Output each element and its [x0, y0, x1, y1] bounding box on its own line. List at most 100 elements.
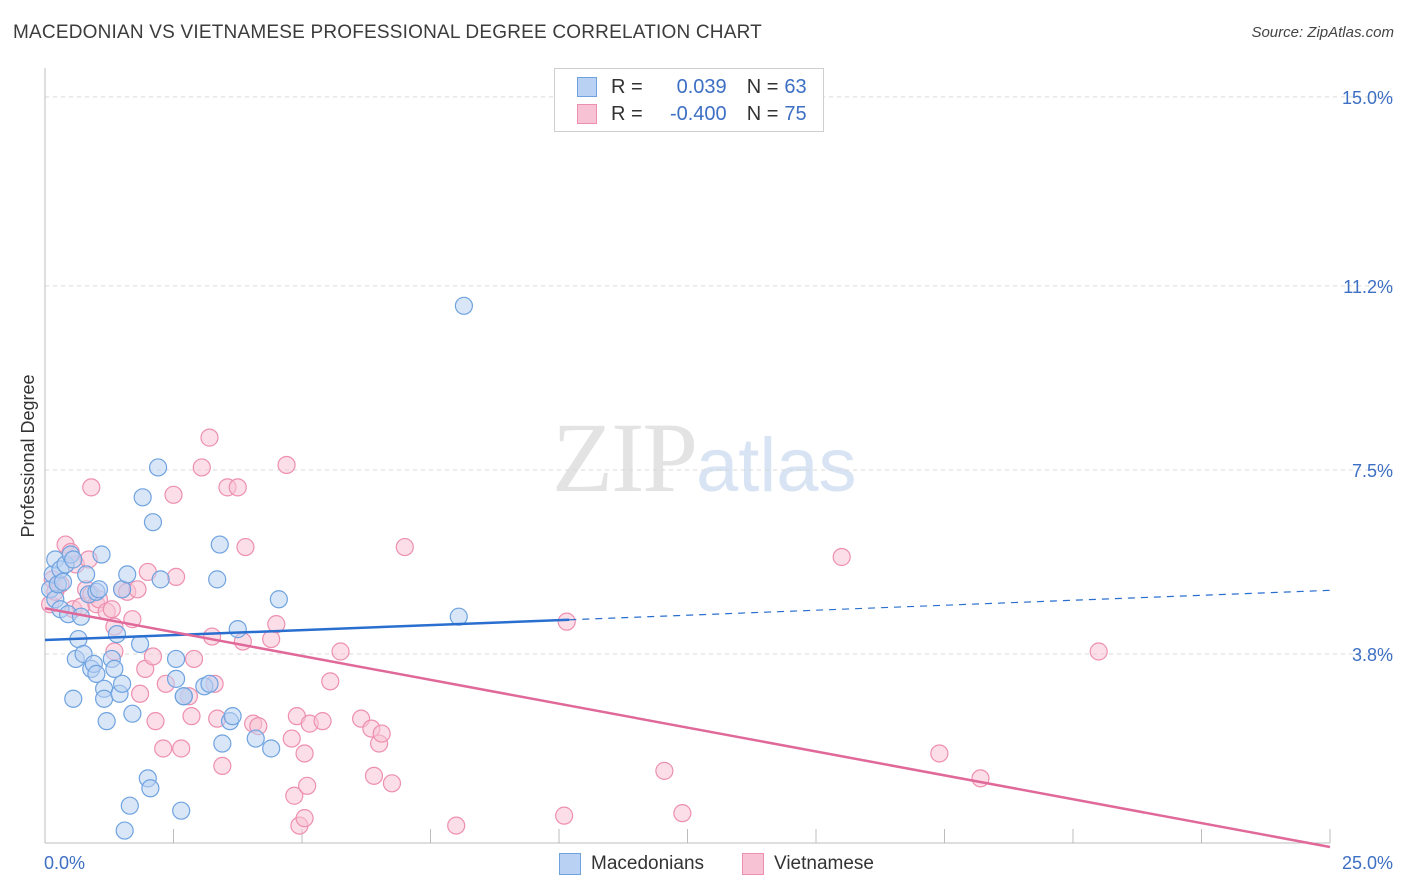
legend-label: Macedonians [591, 853, 705, 874]
macedonian-trend-projection [569, 589, 1331, 621]
vietnamese-point [364, 766, 384, 785]
y-tick-label: 3.8% [1352, 645, 1393, 665]
macedonian-point [53, 572, 73, 591]
vietnamese-point [331, 642, 350, 661]
macedonian-point [148, 458, 168, 477]
vietnamese-point [313, 712, 332, 731]
vietnamese-point [298, 776, 317, 795]
vietnamese-point [192, 458, 211, 477]
vietnamese-point [182, 707, 201, 726]
macedonian-points [41, 296, 474, 840]
vietnamese-point [102, 600, 121, 619]
r-label: R = [611, 75, 643, 98]
vietnamese-point [213, 756, 232, 776]
axes [44, 68, 1331, 844]
vietnamese-point [172, 739, 191, 758]
vietnamese-point [146, 712, 165, 731]
vietnamese-point [130, 684, 150, 703]
macedonian-point [64, 550, 83, 569]
legend-item-vietnamese[interactable]: Vietnamese [742, 852, 874, 876]
legend-item-macedonians[interactable]: Macedonians [559, 852, 704, 876]
macedonian-point [151, 570, 170, 589]
x-tick-label: 0.0% [44, 853, 85, 873]
macedonian-point [115, 821, 134, 840]
macedonian-point [64, 689, 83, 708]
stats-row-vietnamese: R = -0.400 N = 75 [577, 101, 807, 127]
n-label: N = [746, 75, 779, 98]
macedonian-point [105, 659, 124, 679]
macedonian-point [97, 712, 116, 731]
vietnamese-point [184, 649, 204, 669]
macedonian-point [172, 801, 191, 820]
n-value: 63 [784, 75, 807, 98]
r-label: R = [611, 102, 643, 125]
r-value: -0.400 [669, 102, 727, 125]
vietnamese-point [143, 647, 163, 666]
y-axis-label: Professional Degree [18, 374, 38, 537]
vietnamese-trend-line [44, 606, 1331, 849]
trend-lines [44, 589, 1331, 849]
vietnamese-point [555, 806, 574, 825]
macedonian-point [166, 669, 186, 688]
y-tick-label: 15.0% [1342, 88, 1393, 108]
vietnamese-legend-swatch [742, 853, 764, 875]
vietnamese-point [295, 744, 314, 763]
r-value: 0.039 [676, 75, 727, 98]
vietnamese-point [447, 816, 466, 835]
x-tick-label: 25.0% [1342, 853, 1393, 873]
macedonian-point [246, 729, 265, 748]
macedonian-point [118, 565, 137, 584]
macedonian-point [89, 580, 109, 599]
vietnamese-point [236, 537, 255, 557]
watermark-atlas: atlas [696, 423, 857, 508]
macedonian-point [228, 620, 247, 639]
vietnamese-swatch [577, 104, 597, 124]
vietnamese-point [267, 615, 286, 634]
vietnamese-point [832, 547, 851, 567]
macedonian-point [112, 674, 132, 693]
stats-row-macedonians: R = 0.039 N = 63 [577, 74, 807, 100]
macedonians-legend-swatch [559, 853, 581, 875]
vietnamese-point [202, 627, 222, 646]
vietnamese-point [295, 809, 314, 828]
vietnamese-point [200, 428, 219, 447]
watermark-zip: ZIP [552, 402, 698, 513]
vietnamese-point [285, 786, 304, 805]
macedonian-point [120, 796, 139, 815]
macedonian-point [223, 707, 242, 726]
source-label: Source: ZipAtlas.com [1251, 24, 1394, 41]
vietnamese-point [557, 612, 576, 631]
vietnamese-point [382, 774, 402, 793]
chart-title: MACEDONIAN VS VIETNAMESE PROFESSIONAL DE… [13, 22, 762, 43]
n-value: 75 [784, 102, 807, 125]
macedonian-trend-line [44, 618, 570, 642]
y-tick-label: 11.2% [1343, 277, 1393, 297]
macedonian-point [143, 513, 163, 532]
vietnamese-point [673, 804, 692, 823]
macedonian-point [208, 570, 227, 589]
macedonian-point [92, 545, 111, 564]
macedonian-point [123, 704, 142, 723]
watermark: ZIPatlas [552, 400, 857, 515]
vietnamese-point [154, 739, 173, 758]
macedonian-point [87, 664, 106, 683]
macedonian-point [200, 674, 219, 693]
macedonian-point [269, 590, 288, 609]
vietnamese-point [128, 580, 147, 599]
vietnamese-points [41, 428, 1108, 835]
vietnamese-point [277, 455, 296, 475]
vietnamese-point [372, 724, 391, 743]
macedonian-point [107, 624, 127, 644]
vietnamese-point [321, 672, 340, 691]
macedonian-point [77, 565, 96, 584]
macedonians-swatch [577, 77, 597, 97]
vietnamese-point [655, 761, 674, 780]
tick-labels: 3.8% 7.5% 11.2% 15.0% 0.0% 25.0% Professional … [18, 88, 1393, 873]
macedonian-point [95, 689, 114, 708]
stats-legend: R = 0.039 N = 63 R = -0.400 N = 75 [554, 68, 824, 132]
legend-label: Vietnamese [774, 853, 874, 874]
macedonian-point [130, 634, 150, 654]
macedonian-point [141, 779, 160, 798]
macedonian-point [174, 687, 193, 706]
